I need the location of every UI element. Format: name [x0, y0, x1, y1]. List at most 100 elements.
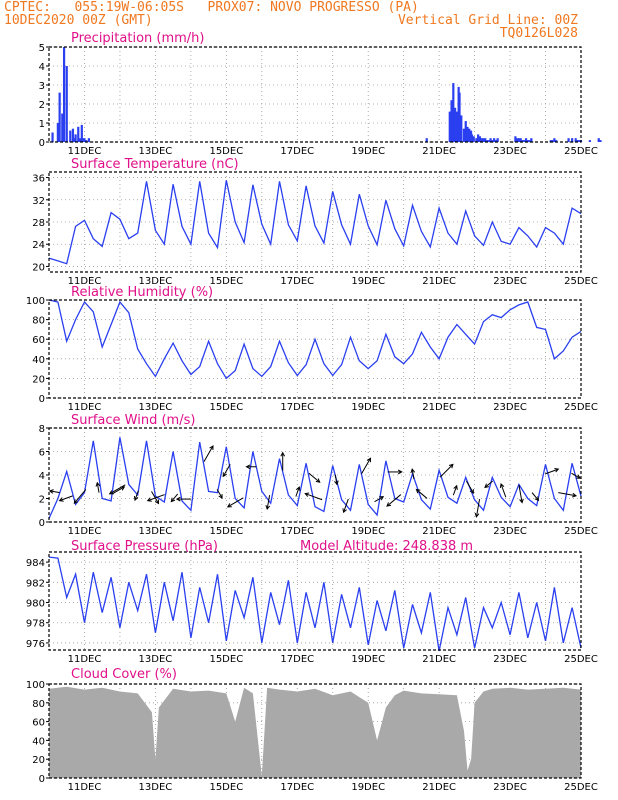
- wind-arrow-shaft: [111, 486, 125, 495]
- wind-arrow-head: [334, 480, 339, 486]
- wind-arrow-shaft: [216, 489, 223, 499]
- x-tick-label: 25DEC: [564, 146, 598, 157]
- wind-arrow-head: [154, 499, 160, 505]
- wind-arrow-shaft: [386, 494, 402, 507]
- wind-arrow-shaft: [295, 486, 300, 497]
- precip-bar: [514, 136, 517, 142]
- wind-arrow-head: [170, 497, 176, 503]
- wind-arrow-shaft: [96, 482, 100, 493]
- precip-bar: [58, 92, 61, 142]
- wind-arrow-shaft: [361, 458, 371, 475]
- wind-arrow-head: [576, 474, 582, 479]
- y-tick-label: 0: [39, 138, 45, 149]
- wind-arrow-head: [519, 498, 524, 504]
- panel-frame: [48, 427, 582, 523]
- x-tick-label: 11DEC: [68, 654, 102, 665]
- precip-bar: [519, 138, 522, 142]
- wind-arrow-head: [534, 496, 540, 502]
- precip-bar: [549, 140, 552, 142]
- precip-bar: [553, 138, 556, 142]
- precip-bar: [574, 138, 577, 142]
- precip-bar: [69, 130, 72, 142]
- wind-arrow-shaft: [439, 464, 454, 478]
- precip-bar: [597, 138, 600, 142]
- wind-arrow-head: [572, 492, 578, 498]
- y-tick-label: 4: [39, 62, 45, 73]
- header-model-id: TQ0126L028: [499, 26, 578, 41]
- precip-bar: [464, 121, 467, 142]
- series-line: [48, 556, 582, 652]
- wind-arrow-head: [415, 488, 421, 494]
- x-tick-label: 25DEC: [564, 526, 598, 537]
- wind-arrow-shaft: [452, 485, 458, 496]
- wind-arrow-head: [304, 492, 310, 497]
- precip-bar: [491, 140, 494, 142]
- y-tick-label: 2: [39, 100, 45, 111]
- wind-arrow-shaft: [305, 493, 323, 501]
- wind-arrow-shaft: [416, 489, 428, 499]
- precip-bar: [453, 107, 457, 142]
- y-tick-label: 982: [26, 578, 45, 589]
- x-tick-label: 23DEC: [493, 526, 527, 537]
- x-tick-label: 23DEC: [493, 276, 527, 287]
- wind-arrow-head: [366, 457, 372, 463]
- x-tick-label: 21DEC: [422, 402, 456, 413]
- y-tick-label: 1: [39, 119, 45, 130]
- y-tick-label: 20: [32, 755, 45, 766]
- precip-bar: [56, 123, 59, 142]
- precip-bar: [85, 140, 88, 142]
- precip-bar: [74, 134, 77, 142]
- precip-bar: [489, 138, 492, 142]
- wind-arrow-shaft: [571, 472, 581, 479]
- panel-frame: [48, 551, 582, 651]
- panel-frame: [48, 171, 582, 273]
- panel-title: Relative Humidity (%): [71, 285, 213, 300]
- y-tick-label: 28: [32, 218, 45, 229]
- wind-arrow-head: [73, 499, 79, 505]
- wind-arrow-head: [175, 496, 181, 502]
- header-run-time: 10DEC2020 00Z (GMT): [4, 13, 153, 28]
- wind-arrow-shaft: [531, 492, 539, 501]
- precip-bar: [478, 136, 482, 142]
- x-tick-label: 21DEC: [422, 276, 456, 287]
- series-line: [48, 180, 582, 265]
- wind-arrow-head: [410, 468, 416, 474]
- wind-arrow-head: [453, 484, 458, 490]
- y-tick-label: 32: [32, 196, 45, 207]
- wind-arrow-shaft: [484, 480, 494, 488]
- precip-bar: [551, 140, 554, 142]
- x-tick-label: 17DEC: [280, 526, 314, 537]
- x-tick-label: 13DEC: [139, 654, 173, 665]
- panel-frame: [48, 299, 582, 399]
- precip-bar: [524, 138, 528, 142]
- precip-bar: [51, 132, 54, 142]
- y-tick-label: 978: [26, 619, 45, 630]
- wind-arrow-head: [397, 469, 403, 475]
- precip-bar: [516, 138, 519, 142]
- wind-arrow-head: [386, 502, 392, 507]
- x-tick-label: 13DEC: [139, 782, 173, 793]
- wind-arrow-head: [222, 472, 227, 478]
- wind-arrow-head: [265, 505, 271, 511]
- wind-arrow-head: [245, 464, 251, 470]
- x-tick-label: 19DEC: [351, 402, 385, 413]
- wind-arrow-shaft: [170, 493, 179, 502]
- wind-arrow-shaft: [411, 469, 415, 480]
- precip-bar: [484, 138, 487, 142]
- x-tick-label: 11DEC: [68, 526, 102, 537]
- x-tick-label: 11DEC: [68, 402, 102, 413]
- precip-bar: [455, 111, 458, 142]
- x-tick-label: 15DEC: [209, 276, 243, 287]
- header-line1: CPTEC: 055:19W-06:05S PROX07: NOVO PROGR…: [4, 0, 419, 15]
- x-tick-label: 17DEC: [280, 146, 314, 157]
- y-tick-label: 0: [39, 518, 45, 529]
- precip-bar: [521, 140, 524, 142]
- wind-arrow-shaft: [59, 495, 73, 502]
- wind-arrow-shaft: [500, 483, 507, 498]
- x-tick-label: 17DEC: [280, 782, 314, 793]
- x-tick-label: 11DEC: [68, 146, 102, 157]
- wind-arrow-shaft: [518, 484, 523, 503]
- wind-arrow-head: [499, 483, 505, 488]
- x-tick-label: 13DEC: [139, 276, 173, 287]
- wind-arrow-head: [484, 483, 490, 489]
